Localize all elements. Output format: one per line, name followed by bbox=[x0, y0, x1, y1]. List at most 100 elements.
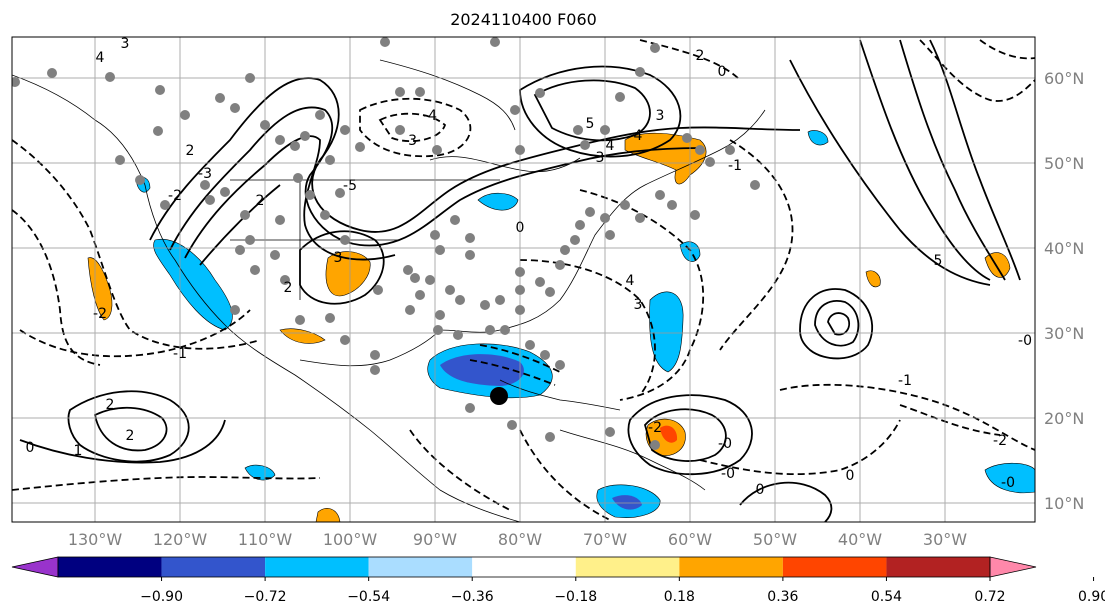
station-dot bbox=[615, 92, 625, 102]
station-dot bbox=[260, 120, 270, 130]
station-dot bbox=[220, 187, 230, 197]
lat-tick-label: 60°N bbox=[1044, 69, 1084, 88]
station-dot bbox=[500, 325, 510, 335]
station-dot bbox=[605, 427, 615, 437]
station-dot bbox=[230, 305, 240, 315]
station-dot bbox=[515, 267, 525, 277]
station-dot bbox=[250, 265, 260, 275]
station-dot bbox=[290, 141, 300, 151]
colorbar-tick-label: 0.36 bbox=[767, 589, 798, 605]
contour-label: -1 bbox=[173, 346, 187, 362]
station-dot bbox=[215, 93, 225, 103]
station-dot bbox=[325, 155, 335, 165]
lon-tick-label: 70°W bbox=[583, 530, 627, 549]
station-dot bbox=[340, 335, 350, 345]
contour-label: 0 bbox=[516, 220, 525, 236]
station-dot bbox=[355, 142, 365, 152]
contour-label: 3 bbox=[656, 108, 665, 124]
lon-tick-label: 120°W bbox=[153, 530, 208, 549]
station-dot bbox=[395, 125, 405, 135]
station-dot bbox=[750, 180, 760, 190]
negative-anomaly-atlantic bbox=[649, 291, 684, 373]
contour-label: 2 bbox=[696, 48, 705, 64]
solid-contours bbox=[19, 39, 1021, 522]
contour-label: 3 bbox=[121, 36, 130, 52]
station-dot bbox=[275, 135, 285, 145]
station-dot bbox=[635, 67, 645, 77]
contour-label: -3 bbox=[198, 166, 212, 182]
colorbar: −0.90 −0.72 −0.54 −0.36 −0.18 0.18 0.36 0.54 0.7… bbox=[11, 556, 1105, 605]
colorbar-bin bbox=[161, 557, 266, 577]
contour-label: -2 bbox=[993, 433, 1007, 449]
contour-label: 4 bbox=[626, 273, 635, 289]
positive-anomaly-small-1 bbox=[865, 270, 881, 288]
station-dot bbox=[205, 195, 215, 205]
contour-label: -1 bbox=[898, 373, 912, 389]
station-dot bbox=[370, 350, 380, 360]
colorbar-bin bbox=[886, 557, 990, 577]
station-dot bbox=[515, 305, 525, 315]
station-dot bbox=[555, 360, 565, 370]
station-dot bbox=[230, 103, 240, 113]
station-dot bbox=[380, 37, 390, 47]
station-dot bbox=[465, 250, 475, 260]
station-dot bbox=[433, 325, 443, 335]
station-dot bbox=[395, 87, 405, 97]
contour-label: 4 bbox=[606, 138, 615, 154]
station-dot bbox=[335, 188, 345, 198]
contour-label: -5 bbox=[343, 178, 357, 194]
station-dots bbox=[12, 37, 760, 450]
contour-label: -4 bbox=[423, 108, 437, 124]
station-dot bbox=[650, 440, 660, 450]
contour-label: 4 bbox=[634, 128, 643, 144]
station-dot bbox=[415, 290, 425, 300]
contour-label: -0 bbox=[721, 466, 735, 482]
station-dot bbox=[300, 131, 310, 141]
station-dot bbox=[485, 325, 495, 335]
station-dot bbox=[430, 230, 440, 240]
station-dot bbox=[245, 235, 255, 245]
station-dot bbox=[293, 173, 303, 183]
station-dot bbox=[490, 37, 500, 47]
station-dot bbox=[635, 213, 645, 223]
colorbar-bin bbox=[368, 557, 473, 577]
colorbar-tick-label: −0.36 bbox=[451, 589, 494, 605]
station-dot bbox=[570, 235, 580, 245]
shaded-anomalies bbox=[87, 130, 1035, 522]
colorbar-tick-label: 0.72 bbox=[974, 589, 1005, 605]
station-dot bbox=[160, 200, 170, 210]
lat-tick-label: 50°N bbox=[1044, 154, 1084, 173]
station-dot bbox=[105, 72, 115, 82]
station-dot bbox=[280, 275, 290, 285]
negative-anomaly-small-2 bbox=[807, 130, 829, 146]
station-dot bbox=[47, 68, 57, 78]
station-dot bbox=[403, 265, 413, 275]
station-dot bbox=[180, 110, 190, 120]
station-dot bbox=[135, 175, 145, 185]
station-dot bbox=[465, 233, 475, 243]
station-dot bbox=[507, 420, 517, 430]
station-dot bbox=[515, 145, 525, 155]
station-dot bbox=[270, 250, 280, 260]
contour-label: -0 bbox=[1001, 475, 1015, 491]
station-dot bbox=[560, 245, 570, 255]
colorbar-tick-label: 0.54 bbox=[871, 589, 902, 605]
colorbar-bin bbox=[265, 557, 369, 577]
contour-label: -2 bbox=[168, 188, 182, 204]
station-dot bbox=[12, 77, 20, 87]
negative-anomaly-california bbox=[153, 238, 233, 331]
station-dot bbox=[373, 285, 383, 295]
station-dot bbox=[450, 215, 460, 225]
contour-label: 0 bbox=[756, 482, 765, 498]
negative-anomaly-caribbean-core bbox=[612, 495, 642, 510]
station-dot bbox=[432, 145, 442, 155]
lon-tick-label: 80°W bbox=[498, 530, 542, 549]
longitude-labels: 130°W 120°W 110°W 100°W 90°W 80°W 70°W 60°W 50°W… bbox=[68, 530, 967, 549]
station-dot bbox=[573, 125, 583, 135]
lon-tick-label: 90°W bbox=[413, 530, 457, 549]
lon-tick-label: 100°W bbox=[323, 530, 378, 549]
contour-label: 0 bbox=[26, 440, 35, 456]
contour-label: -0 bbox=[1018, 333, 1032, 349]
station-dot bbox=[525, 340, 535, 350]
